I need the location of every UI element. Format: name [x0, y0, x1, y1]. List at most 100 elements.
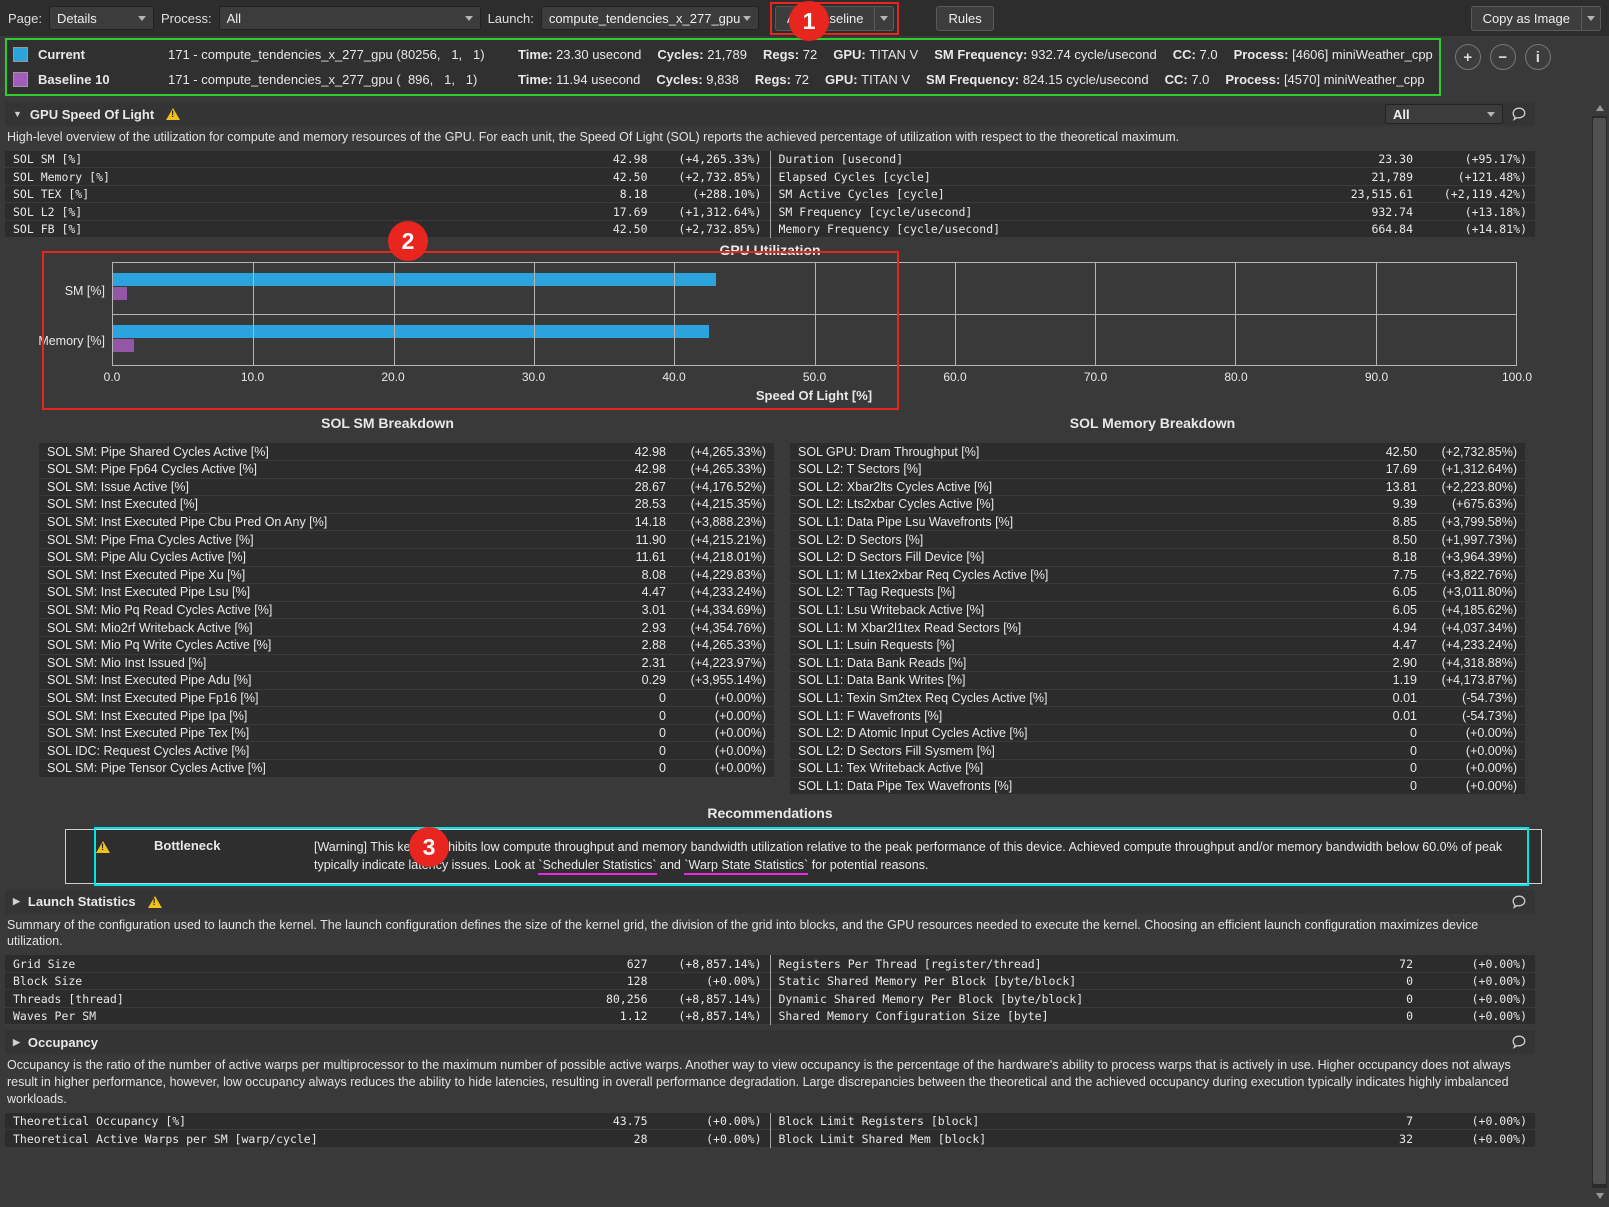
sol-filter-dropdown[interactable]: All: [1385, 104, 1503, 124]
scroll-down-button[interactable]: [1592, 1188, 1607, 1204]
baseline-stats: Time: 23.30 usecond Cycles: 21,789 Regs: 7…: [518, 47, 1433, 62]
baseline-stat: Process: [4570] miniWeather_cpp: [1225, 72, 1425, 87]
comment-icon[interactable]: [1511, 1034, 1527, 1050]
add-baseline-dropdown[interactable]: [875, 5, 895, 31]
comment-icon[interactable]: [1511, 106, 1527, 122]
metric-delta: (+0.00%): [1465, 726, 1517, 741]
baseline-stat: Regs: 72: [754, 72, 810, 87]
sol-sm-breakdown-title: SOL SM Breakdown: [321, 415, 454, 432]
zoom-out-button[interactable]: −: [1489, 44, 1516, 70]
metric-label: SOL L1: Data Pipe Tex Wavefronts [%]: [798, 778, 1013, 793]
baseline-name: Current: [38, 47, 85, 62]
metric-delta: (+0.00%): [1471, 1114, 1527, 1129]
metric-delta: (+2,223.80%): [1441, 479, 1517, 494]
chevron-down-icon: [464, 15, 473, 21]
table-row: SOL SM: Inst Executed Pipe Xu [%] 8.08 (+4…: [39, 566, 774, 585]
table-row: SOL L1: M L1tex2xbar Req Cycles Active […: [790, 566, 1525, 585]
copy-as-image-dropdown[interactable]: [1582, 5, 1601, 31]
rules-button[interactable]: Rules: [936, 5, 994, 31]
chart-plot-area: [112, 262, 1517, 367]
metric-delta: (+4,037.34%): [1441, 620, 1517, 635]
baseline-panel: Current 171 - compute_tendencies_x_277_g…: [5, 38, 1441, 96]
vertical-scrollbar[interactable]: [1592, 100, 1607, 1204]
baseline-stats: Time: 11.94 usecond Cycles: 9,838 Regs: 72…: [518, 72, 1425, 87]
metric-value: 2.31: [641, 655, 666, 670]
warp-state-statistics-link: `Warp State Statistics`: [684, 858, 809, 876]
metric-label: SOL SM: Inst Executed Pipe Adu [%]: [47, 673, 252, 688]
table-row: SOL SM: Mio Pq Write Cycles Active [%] 2.…: [39, 636, 774, 655]
table-row: SOL L2 [%] 17.69 (+1,312.64%): [5, 203, 770, 221]
table-row: SOL L2: T Sectors [%] 17.69 (+1,312.64%): [790, 460, 1525, 479]
metric-label: SOL Memory [%]: [13, 169, 110, 184]
metric-delta: (+1,312.64%): [1441, 462, 1517, 477]
scrollbar-thumb[interactable]: [1593, 118, 1606, 1184]
copy-as-image-button[interactable]: Copy as Image: [1470, 5, 1582, 31]
metric-label: SOL L2: D Atomic Input Cycles Active [%]: [798, 726, 1028, 741]
table-row: SOL SM: Pipe Fma Cycles Active [%] 11.90 (…: [39, 531, 774, 549]
process-dropdown-value: All: [226, 10, 242, 26]
comment-icon[interactable]: [1511, 894, 1527, 910]
baseline-stat: SM Frequency: 824.15 cycle/usecond: [926, 72, 1149, 87]
bottleneck-text: [Warning] This kernel exhibits low compu…: [314, 838, 1525, 876]
metric-delta: (+0.00%): [714, 726, 766, 741]
zoom-in-button[interactable]: +: [1454, 44, 1481, 70]
table-row: Memory Frequency [cycle/usecond] 664.84 (+…: [770, 220, 1535, 239]
occupancy-table: Theoretical Occupancy [%] 43.75 (+0.00%) Th…: [5, 1112, 1535, 1148]
baseline-stat: GPU: TITAN V: [833, 47, 919, 62]
kernel-name: 171 - compute_tendencies_x_277_gpu (8025…: [168, 47, 485, 62]
table-row: SOL L1: Data Pipe Lsu Wavefronts [%] 8.85…: [790, 513, 1525, 532]
table-row: SOL L1: Texin Sm2tex Req Cycles Active […: [790, 689, 1525, 708]
y-category-label: SM [%]: [64, 284, 105, 299]
chevron-down-icon: [880, 15, 889, 21]
metric-value: 8.50: [1392, 532, 1417, 547]
metric-value: 28: [633, 1131, 648, 1146]
section-header-gpu-sol[interactable]: ▼ GPU Speed Of Light All: [5, 102, 1535, 126]
axis-tick-label: 100.0: [1501, 370, 1533, 385]
baseline-row-baseline10[interactable]: Baseline 10 171 - compute_tendencies_x_2…: [13, 67, 1433, 92]
chevron-down-icon: [1587, 15, 1595, 21]
section-header-occupancy[interactable]: ▶ Occupancy: [5, 1030, 1535, 1055]
metric-label: SOL SM: Pipe Fma Cycles Active [%]: [47, 532, 254, 547]
baseline-stat: Time: 11.94 usecond: [518, 72, 641, 87]
metric-label: SOL L1: Lsuin Requests [%]: [798, 638, 955, 653]
launch-dropdown-value: compute_tendencies_x_277_gpu: [548, 10, 741, 26]
process-dropdown[interactable]: All: [218, 6, 481, 30]
info-button[interactable]: i: [1524, 44, 1551, 70]
metric-delta: (+4,218.01%): [690, 550, 766, 565]
gridline: [674, 263, 676, 366]
sol-sm-breakdown-table: SOL SM: Pipe Shared Cycles Active [%] 42.…: [39, 443, 774, 795]
metric-value: 42.50: [612, 169, 648, 184]
metric-value: 128: [626, 974, 648, 988]
metric-value: 0.01: [1392, 708, 1417, 723]
metric-delta: (+4,233.24%): [1441, 638, 1517, 653]
section-title: Launch Statistics: [27, 894, 136, 909]
y-category-label: Memory [%]: [38, 334, 105, 349]
baseline-color-swatch: [13, 72, 28, 87]
metric-delta: (+3,822.76%): [1441, 567, 1517, 582]
metric-label: SOL L1: F Wavefronts [%]: [798, 708, 943, 723]
table-row: SOL SM: Issue Active [%] 28.67 (+4,176.52%…: [39, 478, 774, 497]
axis-tick-label: 20.0: [381, 370, 405, 385]
metric-delta: (+0.00%): [714, 761, 766, 776]
occupancy-description: Occupancy is the ratio of the number of …: [7, 1058, 1511, 1106]
bottleneck-box: Bottleneck [Warning] This kernel exhibit…: [65, 827, 1542, 886]
report-content: ▼ GPU Speed Of Light All High-level over…: [5, 102, 1542, 1148]
sol-left-table: SOL SM [%] 42.98 (+4,265.33%) SOL Memory [%…: [5, 150, 770, 239]
metric-label: SOL L1: M Xbar2l1tex Read Sectors [%]: [798, 620, 1022, 635]
baseline-row-current[interactable]: Current 171 - compute_tendencies_x_277_g…: [13, 42, 1433, 67]
metric-value: 14.18: [634, 515, 666, 530]
table-row: Theoretical Active Warps per SM [warp/cy…: [5, 1130, 770, 1148]
metric-label: SM Active Cycles [cycle]: [778, 187, 945, 202]
table-row: SOL L1: Lsuin Requests [%] 4.47 (+4,233.24…: [790, 636, 1525, 655]
metric-label: SOL L2: D Sectors Fill Device [%]: [798, 550, 985, 565]
scroll-up-button[interactable]: [1592, 100, 1607, 116]
table-row: Shared Memory Configuration Size [byte] 0…: [770, 1007, 1535, 1026]
launch-dropdown[interactable]: compute_tendencies_x_277_gpu: [540, 6, 759, 30]
page-dropdown[interactable]: Details: [48, 6, 154, 30]
section-header-launch-statistics[interactable]: ▶ Launch Statistics: [5, 889, 1535, 914]
x-axis-label: Speed Of Light [%]: [755, 388, 873, 404]
axis-tick-label: 50.0: [802, 370, 827, 385]
section-title: GPU Speed Of Light: [29, 106, 155, 122]
metric-delta: (+8,857.14%): [678, 956, 762, 971]
baseline-stat: Regs: 72: [763, 47, 818, 62]
